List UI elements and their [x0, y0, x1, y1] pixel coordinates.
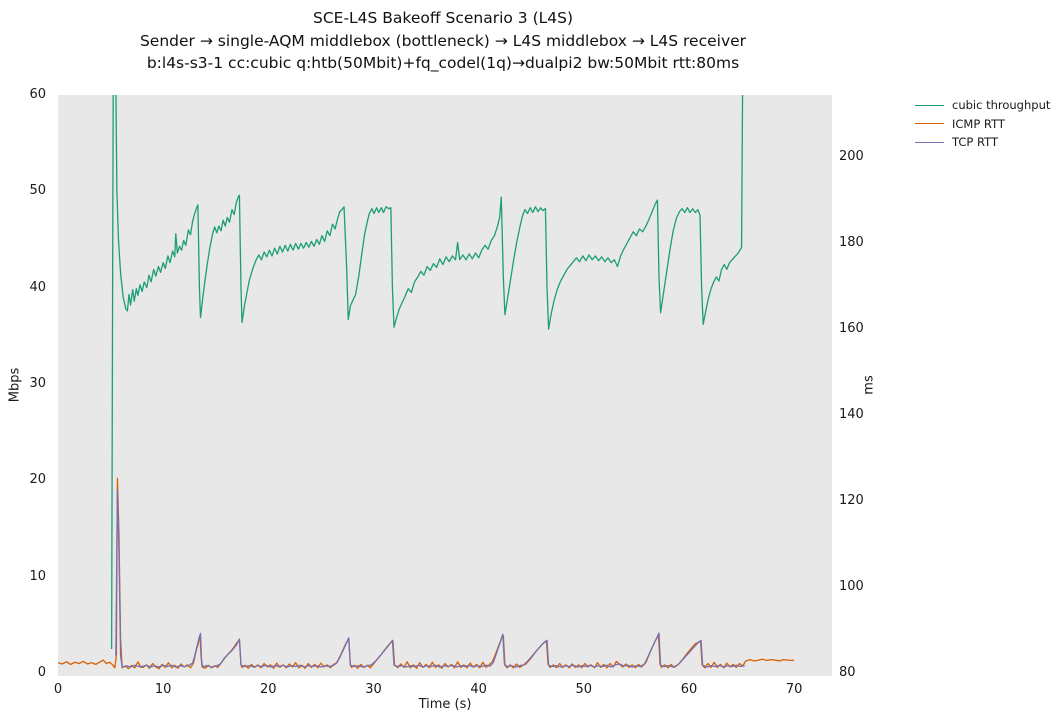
- x-axis-tick-70: 70: [785, 682, 803, 697]
- x-axis-tick-50: 50: [575, 682, 593, 697]
- legend-item-icmp-rtt: ICMP RTT: [915, 115, 1050, 134]
- left-axis-tick-40: 40: [29, 279, 46, 295]
- legend-label-icmp: ICMP RTT: [952, 116, 1005, 131]
- right-axis-tick-180: 180: [839, 235, 864, 251]
- x-axis-tick-40: 40: [470, 682, 487, 697]
- legend-line-swatch-cubic: [915, 104, 944, 106]
- chart-subtitle-params: b:l4s-s3-1 cc:cubic q:htb(50Mbit)+fq_cod…: [146, 54, 740, 72]
- right-axis-tick-140: 140: [839, 407, 864, 423]
- line-icmp-rtt: [58, 477, 795, 670]
- x-axis-tick-30: 30: [365, 682, 382, 697]
- right-axis-tick-100: 100: [839, 579, 864, 595]
- x-axis-tick-0: 0: [53, 682, 63, 697]
- left-axis-tick-10: 10: [29, 568, 46, 584]
- right-axis-label: ms: [861, 375, 877, 395]
- right-axis-tick-80: 80: [839, 664, 856, 680]
- legend-line-swatch-tcp: [915, 141, 944, 143]
- x-axis-tick-20: 20: [260, 682, 277, 697]
- left-axis-tick-30: 30: [29, 376, 46, 392]
- plot-lines-canvas: [58, 95, 795, 670]
- x-axis-tick-10: 10: [154, 682, 172, 697]
- right-axis-tick-120: 120: [839, 493, 864, 509]
- legend-label-cubic: cubic throughput: [952, 98, 1051, 113]
- left-axis-tick-60: 60: [29, 87, 46, 102]
- chart-subtitle-topology: Sender → single-AQM middlebox (bottlenec…: [139, 31, 747, 50]
- plot-area-background: [58, 95, 832, 676]
- legend-item-tcp-rtt: TCP RTT: [915, 133, 1050, 152]
- left-axis-tick-20: 20: [29, 472, 46, 488]
- line-cubic-throughput: [110, 95, 744, 650]
- right-axis-tick-200: 200: [839, 149, 864, 165]
- legend-line-swatch-icmp: [915, 123, 944, 125]
- legend-item-cubic-throughput: cubic throughput: [915, 96, 1050, 115]
- left-axis-tick-0: 0: [37, 665, 46, 681]
- line-tcp-rtt: [115, 489, 745, 668]
- right-axis-tick-160: 160: [839, 321, 864, 337]
- chart-title-block: SCE-L4S Bakeoff Scenario 3 (L4S) Sender …: [54, 7, 832, 75]
- x-axis-tick-60: 60: [680, 682, 698, 697]
- legend: cubic throughput ICMP RTT TCP RTT: [915, 96, 1050, 152]
- legend-label-tcp: TCP RTT: [952, 135, 998, 150]
- chart-title: SCE-L4S Bakeoff Scenario 3 (L4S): [312, 9, 574, 27]
- left-axis-label: Mbps: [7, 367, 23, 403]
- x-axis-label: Time (s): [418, 697, 472, 712]
- left-axis-tick-50: 50: [29, 183, 46, 199]
